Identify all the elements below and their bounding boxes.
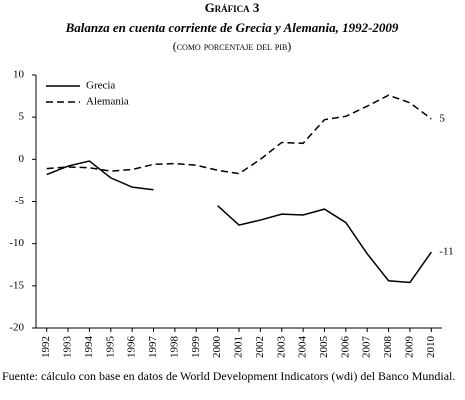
x-tick-label: 1997 <box>147 336 159 359</box>
x-tick-label: 2006 <box>339 336 351 359</box>
x-tick-label: 1992 <box>40 336 52 358</box>
y-tick-label: -15 <box>9 279 24 291</box>
y-tick-label: -10 <box>9 237 24 249</box>
y-tick-label: -5 <box>15 195 25 207</box>
series-line <box>46 94 432 175</box>
x-tick-label: 2004 <box>297 336 309 359</box>
x-tick-label: 1995 <box>104 336 116 359</box>
source-box: Fuente: cálculo con base en datos de Wor… <box>2 370 456 383</box>
x-tick-label: 2001 <box>233 336 245 358</box>
chart-subtitle: Balanza en cuenta corriente de Grecia y … <box>65 20 399 35</box>
legend-label: Grecia <box>86 80 115 92</box>
x-tick-label: 1999 <box>190 336 202 359</box>
x-tick-label: 2007 <box>361 336 373 359</box>
chart-title: Gráfica 3 <box>205 0 260 15</box>
y-tick-label: 5 <box>19 111 25 123</box>
x-tick-label: 1994 <box>83 336 95 359</box>
y-tick-label: -20 <box>9 322 24 334</box>
x-tick-label: 1993 <box>62 336 74 359</box>
x-tick-label: 2002 <box>254 336 266 358</box>
x-tick-label: 2005 <box>318 336 330 359</box>
end-annotation: -11 <box>439 246 453 258</box>
y-tick-label: 10 <box>13 69 25 81</box>
series-line <box>46 160 432 284</box>
x-tick-label: 2008 <box>382 336 394 359</box>
legend-label: Alemania <box>86 96 129 108</box>
unit-note: (como porcentaje del pib) <box>173 39 292 53</box>
end-annotation: 5 <box>439 112 445 124</box>
x-tick-label: 1998 <box>168 336 180 359</box>
x-tick-label: 2009 <box>403 336 415 359</box>
y-tick-label: 0 <box>19 153 25 165</box>
x-tick-label: 2003 <box>275 336 287 359</box>
x-tick-label: 2010 <box>425 336 437 359</box>
source: Fuente: cálculo con base en datos de Wor… <box>2 370 456 383</box>
x-tick-label: 2000 <box>211 336 223 359</box>
x-tick-label: 1996 <box>126 336 138 359</box>
